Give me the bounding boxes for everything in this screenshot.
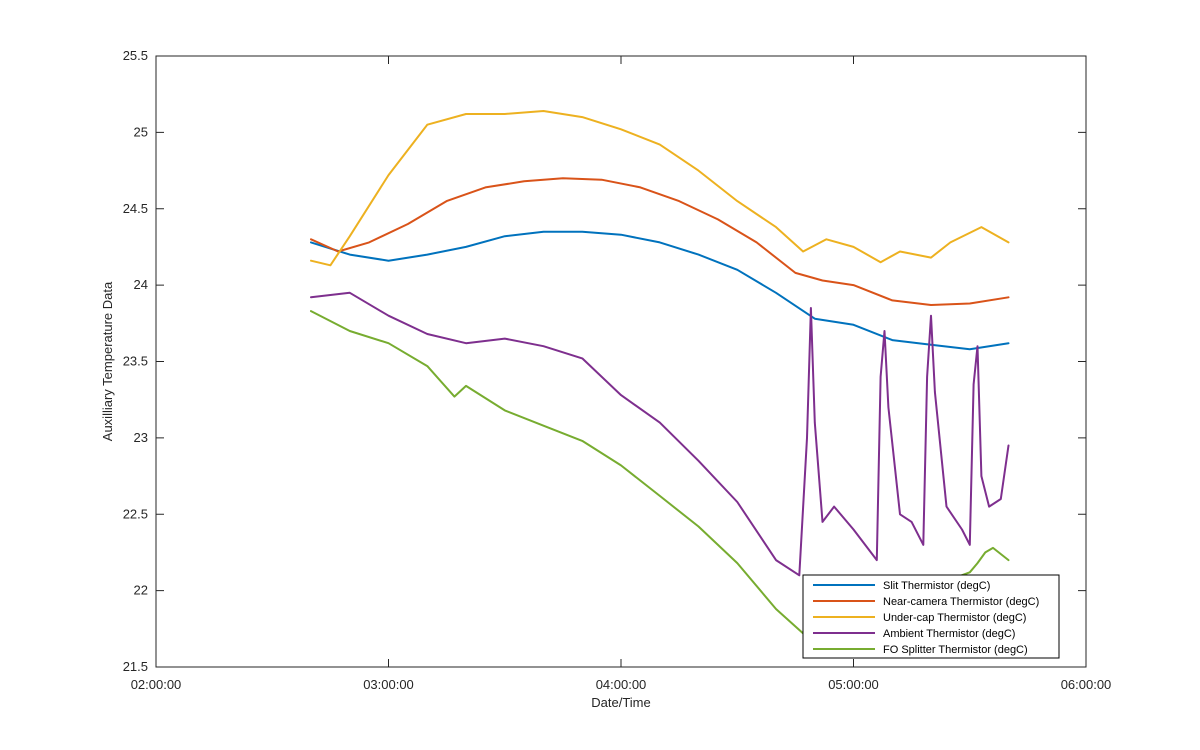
legend-entry: FO Splitter Thermistor (degC) <box>883 644 1028 656</box>
y-tick-label: 23 <box>134 430 148 445</box>
plot-area <box>156 56 1086 667</box>
y-axis-label: Auxilliary Temperature Data <box>100 281 115 441</box>
y-tick-label: 21.5 <box>123 659 148 674</box>
legend-entry: Near-camera Thermistor (degC) <box>883 596 1039 608</box>
x-tick-label: 03:00:00 <box>363 677 414 692</box>
y-tick-label: 25 <box>134 124 148 139</box>
series-line-4 <box>310 291 1010 577</box>
series-line-5 <box>310 310 1010 635</box>
y-tick-label: 22 <box>134 583 148 598</box>
legend-entry: Ambient Thermistor (degC) <box>883 628 1015 640</box>
legend-entry: Slit Thermistor (degC) <box>883 580 990 592</box>
x-axis-label: Date/Time <box>591 695 650 710</box>
y-tick-label: 24.5 <box>123 201 148 216</box>
y-tick-label: 24 <box>134 277 148 292</box>
y-tick-label: 25.5 <box>123 48 148 63</box>
y-tick-label: 22.5 <box>123 506 148 521</box>
y-tick-label: 23.5 <box>123 354 148 369</box>
series-line-2 <box>310 177 1010 306</box>
legend-entry: Under-cap Thermistor (degC) <box>883 612 1026 624</box>
series-line-1 <box>310 230 1010 351</box>
x-tick-label: 06:00:00 <box>1061 677 1112 692</box>
x-tick-label: 04:00:00 <box>596 677 647 692</box>
series-line-3 <box>310 110 1010 267</box>
x-tick-label: 05:00:00 <box>828 677 879 692</box>
x-tick-label: 02:00:00 <box>131 677 182 692</box>
